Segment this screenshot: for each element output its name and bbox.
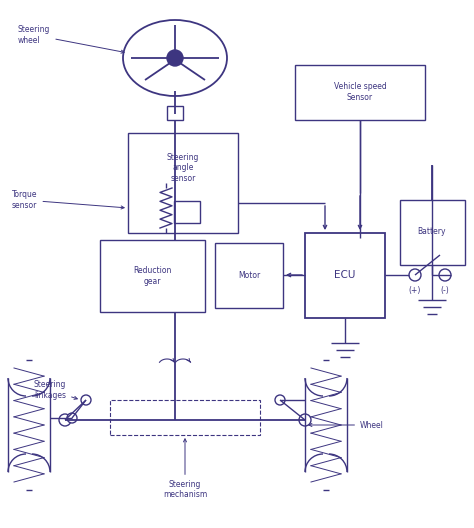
Circle shape (167, 50, 183, 66)
Bar (167, 106, 183, 120)
Circle shape (299, 414, 311, 426)
Text: ECU: ECU (334, 270, 356, 280)
Text: Steering
wheel: Steering wheel (18, 25, 124, 53)
Bar (174, 201, 200, 223)
Text: (-): (-) (441, 287, 449, 296)
Circle shape (439, 269, 451, 281)
Text: Steering
mechanism: Steering mechanism (163, 439, 207, 499)
Bar (305, 233, 385, 318)
Circle shape (275, 395, 285, 405)
Circle shape (409, 269, 421, 281)
Circle shape (81, 395, 91, 405)
Bar (400, 200, 465, 265)
Text: Steering
linkages: Steering linkages (34, 380, 77, 400)
Bar (110, 400, 260, 435)
Bar (295, 65, 425, 120)
Circle shape (67, 413, 77, 423)
Bar (100, 240, 205, 312)
Bar (128, 133, 238, 233)
Circle shape (59, 414, 71, 426)
Text: Motor: Motor (238, 271, 260, 280)
Circle shape (166, 411, 184, 429)
Bar (215, 243, 283, 308)
Ellipse shape (123, 20, 227, 96)
Text: (+): (+) (409, 287, 421, 296)
Text: Torque
sensor: Torque sensor (12, 190, 124, 210)
Text: Steering
angle
sensor: Steering angle sensor (167, 153, 199, 183)
Text: Reduction
gear: Reduction gear (133, 266, 171, 286)
Text: Wheel: Wheel (309, 420, 384, 429)
Text: Vehicle speed
Sensor: Vehicle speed Sensor (334, 82, 386, 102)
Text: Battery: Battery (418, 228, 446, 237)
